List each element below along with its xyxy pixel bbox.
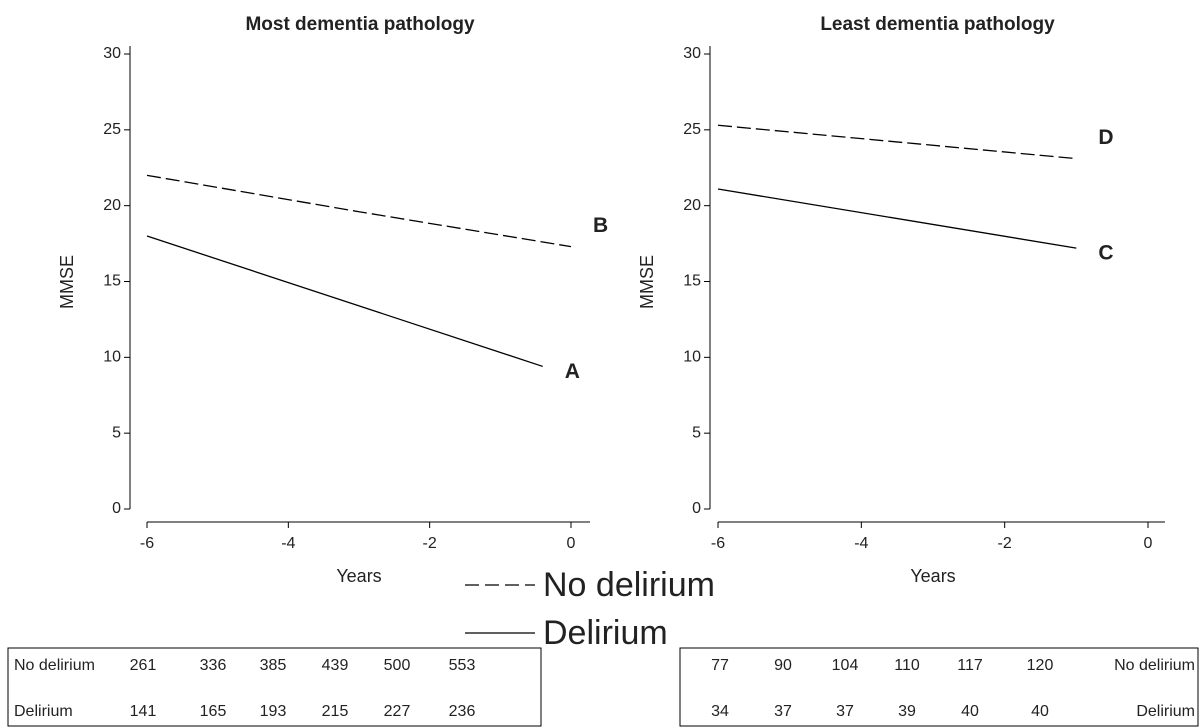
solid-line xyxy=(146,235,543,368)
table-cell: 90 xyxy=(774,657,792,674)
x-tick-label: 0 xyxy=(567,535,576,552)
table-cell: 500 xyxy=(384,657,411,674)
table-cell: 439 xyxy=(322,657,349,674)
table-cell: 37 xyxy=(774,703,792,720)
table-cell: No delirium xyxy=(14,657,95,674)
y-tick-label: 0 xyxy=(692,500,701,517)
table-cell: 227 xyxy=(384,703,411,720)
table-cell: Delirium xyxy=(1136,703,1195,720)
y-tick-label: 30 xyxy=(683,45,701,62)
legend-label: No delirium xyxy=(543,566,715,604)
x-tick-label: -6 xyxy=(140,535,154,552)
chart-title: Least dementia pathology xyxy=(820,14,1055,35)
table-cell: No delirium xyxy=(1114,657,1195,674)
table-cell: Delirium xyxy=(14,703,73,720)
table-cell: 215 xyxy=(322,703,349,720)
table-border xyxy=(679,647,1199,727)
table-cell: 39 xyxy=(898,703,916,720)
end-label: B xyxy=(593,214,608,237)
y-tick-label: 20 xyxy=(683,197,701,214)
x-tick-label: -4 xyxy=(854,535,868,552)
y-axis-label: MMSE xyxy=(637,255,657,309)
table-cell: 193 xyxy=(260,703,287,720)
table-cell: 40 xyxy=(1031,703,1049,720)
table-cell: 117 xyxy=(957,657,983,674)
table-cell: 34 xyxy=(711,703,729,720)
table-cell: 110 xyxy=(894,657,920,674)
table-cell: 165 xyxy=(200,703,227,720)
y-tick-label: 10 xyxy=(103,349,121,366)
x-axis-label: Years xyxy=(336,566,381,586)
y-tick-label: 5 xyxy=(112,424,121,441)
table-cell: 141 xyxy=(130,703,157,720)
end-label: A xyxy=(565,360,580,383)
table-border xyxy=(7,647,542,727)
y-tick-label: 5 xyxy=(692,424,701,441)
y-tick-label: 20 xyxy=(103,197,121,214)
table-cell: 553 xyxy=(449,657,476,674)
table-cell: 236 xyxy=(449,703,476,720)
y-tick-label: 15 xyxy=(683,273,701,290)
x-tick-label: 0 xyxy=(1144,535,1153,552)
table-cell: 120 xyxy=(1027,657,1054,674)
x-tick-label: -4 xyxy=(281,535,295,552)
x-axis-label: Years xyxy=(910,566,955,586)
y-tick-label: 0 xyxy=(112,500,121,517)
legend-label: Delirium xyxy=(543,614,668,652)
y-tick-label: 15 xyxy=(103,273,121,290)
solid-line xyxy=(717,188,1077,249)
table-cell: 77 xyxy=(711,657,729,674)
table-cell: 336 xyxy=(200,657,227,674)
table-cell: 261 xyxy=(130,657,157,674)
dashed-line xyxy=(717,124,1077,160)
y-axis-label: MMSE xyxy=(57,255,77,309)
y-tick-label: 25 xyxy=(103,121,121,138)
table-cell: 40 xyxy=(961,703,979,720)
y-tick-label: 10 xyxy=(683,349,701,366)
x-tick-label: -6 xyxy=(711,535,725,552)
table-cell: 104 xyxy=(832,657,859,674)
end-label: D xyxy=(1098,126,1113,149)
table-cell: 37 xyxy=(836,703,854,720)
y-tick-label: 30 xyxy=(103,45,121,62)
chart-title: Most dementia pathology xyxy=(245,14,475,35)
x-tick-label: -2 xyxy=(998,535,1012,552)
dashed-line xyxy=(146,174,572,248)
y-tick-label: 25 xyxy=(683,121,701,138)
table-cell: 385 xyxy=(260,657,287,674)
end-label: C xyxy=(1098,242,1113,265)
x-tick-label: -2 xyxy=(423,535,437,552)
